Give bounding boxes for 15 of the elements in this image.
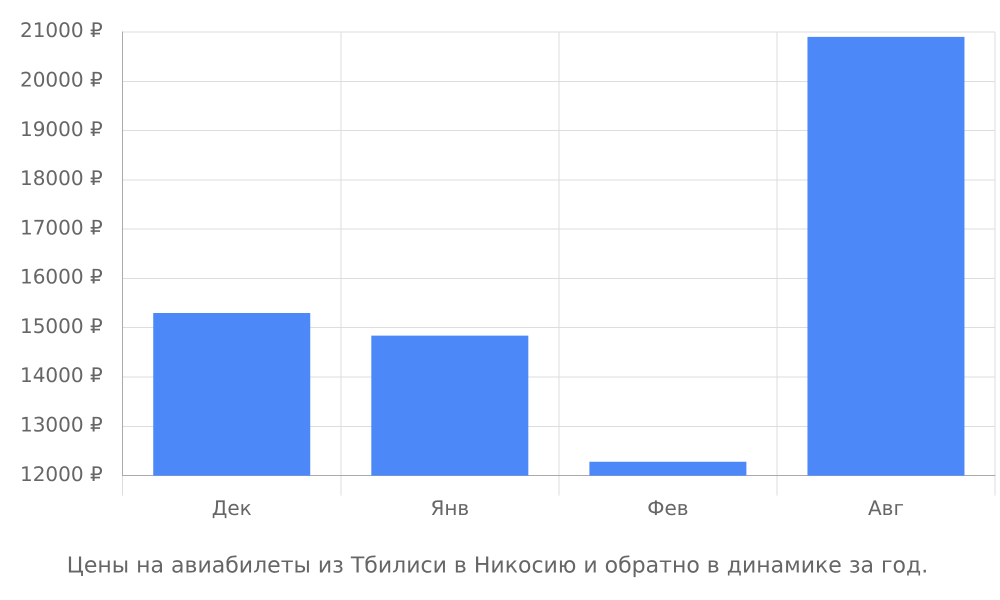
x-tick-label: Авг [868,496,904,520]
x-tick-label: Янв [430,496,470,520]
y-tick-label: 13000 ₽ [20,412,103,437]
y-tick-label: 15000 ₽ [20,314,103,338]
y-tick-label: 19000 ₽ [20,116,103,141]
y-tick-label: 12000 ₽ [20,462,103,486]
text: Цены на авиабилеты из Тбилиси в Никосию и обратно в динамике за год. [66,554,928,579]
y-tick-label: 16000 ₽ [20,264,103,289]
x-tick-label: Фев [647,496,689,520]
y-tick-label: 18000 ₽ [20,166,103,190]
y-tick-label: 21000 ₽ [20,18,103,42]
y-tick-label: 17000 ₽ [20,215,103,240]
y-tick-label: 14000 ₽ [20,363,103,388]
x-tick-label: Дек [212,496,252,520]
y-tick-label: 20000 ₽ [20,67,103,92]
